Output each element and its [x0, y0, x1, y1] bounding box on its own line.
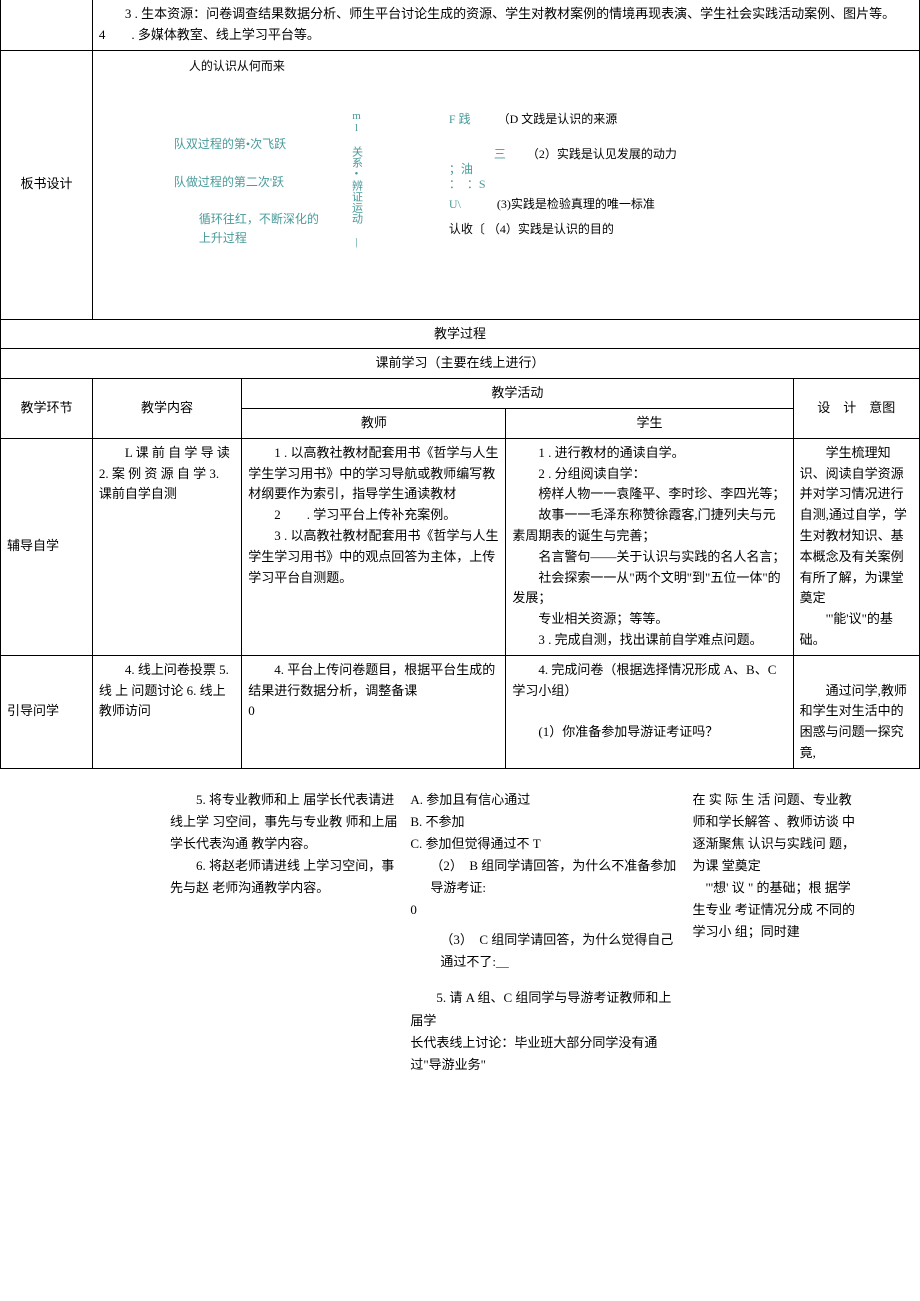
f-label: F 践	[449, 112, 471, 126]
diagram-title: 人的认识从何而来	[189, 57, 285, 76]
main-table: 3 . 生本资源：问卷调查结果数据分析、师生平台讨论生成的资源、学生对教材案例的…	[0, 0, 920, 769]
opt-a: A. 参加且有信心通过	[410, 789, 682, 811]
opt-b: B. 不参加	[410, 811, 682, 833]
guide-teacher-text: 4. 平台上传问卷题目，根据平台生成的结果进行数据分析，调整备课 0	[248, 662, 495, 719]
bottom-col-2: A. 参加且有信心通过 B. 不参加 C. 参加但觉得通过不 T （2） B 组…	[410, 789, 682, 1076]
r2: （2）实践是认见发展的动力	[527, 147, 677, 161]
board-diagram: 人的认识从何而来 队双过程的第•次飞跃 队做过程的第二次'跃 循环往红，不断深化…	[99, 55, 913, 315]
q2: （2） B 组同学请回答，为什么不准备参加导游考证:	[410, 855, 682, 899]
bottom-col-3: 在 实 际 生 活 问题、专业教 师和学长解答 、教师访谈 中逐渐聚焦 认识与实…	[693, 789, 861, 1076]
tutor-student: 1 . 进行教材的通读自学。 2 . 分组阅读自学： 榜样人物一一袁隆平、李时珍…	[506, 438, 793, 655]
table-row: 辅导自学 L 课 前 自 学 导 读 2. 案 例 资 源 自 学 3. 课前自…	[1, 438, 920, 655]
tutor-content-text: L 课 前 自 学 导 读 2. 案 例 资 源 自 学 3. 课前自学自测	[99, 443, 235, 505]
r2-sub2: ： ：S	[449, 175, 486, 194]
top-left-cell	[1, 0, 93, 50]
q3: （3） C 组同学请回答，为什么觉得自己通过不了:＿	[410, 929, 682, 973]
r1: （D 文践是认识的来源	[498, 112, 618, 126]
r2-pre: 三	[494, 147, 506, 161]
pre-class-header: 课前学习（主要在线上进行）	[1, 349, 920, 379]
tutor-content: L 课 前 自 学 导 读 2. 案 例 资 源 自 学 3. 课前自学自测	[92, 438, 241, 655]
tutor-teacher-text: 1 . 以高教社教材配套用书《哲学与人生学生学习用书》中的学习导航或教师编写教材…	[248, 445, 498, 585]
guide-intent-text: 通过问学,教师和学生对生活中的困惑与问题一探究竟,	[800, 683, 907, 760]
q5: 5. 请 A 组、C 组同学与导游考证教师和上届学 长代表线上讨论：毕业班大部分…	[410, 987, 682, 1075]
tutor-student-text: 1 . 进行教材的通读自学。 2 . 分组阅读自学： 榜样人物一一袁隆平、李时珍…	[512, 445, 785, 647]
r4: （4）实践是认识的目的	[488, 222, 614, 236]
bottom-col-1: 5. 将专业教师和上 届学长代表请进线上学 习空间，事先与专业教 师和上届学长代…	[170, 789, 400, 1076]
opt-c: C. 参加但觉得通过不 T	[410, 833, 682, 855]
table-row: 引导问学 4. 线上问卷投票 5. 线 上 问题讨论 6. 线上教师访问 4. …	[1, 655, 920, 768]
diag-r2: 三 （2）实践是认见发展的动力	[494, 145, 677, 164]
hdr-student: 学生	[506, 408, 793, 438]
guide-teacher: 4. 平台上传问卷题目，根据平台生成的结果进行数据分析，调整备课 0	[242, 655, 506, 768]
resources-cell: 3 . 生本资源：问卷调查结果数据分析、师生平台讨论生成的资源、学生对教材案例的…	[92, 0, 919, 50]
r3: (3)实践是检验真理的唯一标准	[497, 197, 655, 211]
resource-3: 3 . 生本资源：问卷调查结果数据分析、师生平台讨论生成的资源、学生对教材案例的…	[99, 4, 913, 25]
guide-student-text: 4. 完成问卷（根据选择情况形成 A、B、C 学习小组） (1）你准备参加导游证…	[512, 662, 779, 739]
diag-f: F 践 （D 文践是认识的来源	[449, 110, 617, 129]
diag-l2: 队做过程的第二次'跃	[174, 173, 284, 192]
hdr-segment: 教学环节	[1, 379, 93, 439]
tutor-teacher: 1 . 以高教社教材配套用书《哲学与人生学生学习用书》中的学习导航或教师编写教材…	[242, 438, 506, 655]
hdr-content: 教学内容	[92, 379, 241, 439]
teaching-process-header: 教学过程	[1, 319, 920, 349]
resource-4: 4 . 多媒体教室、线上学习平台等。	[99, 25, 913, 46]
guide-content-text: 4. 线上问卷投票 5. 线 上 问题讨论 6. 线上教师访问	[99, 660, 235, 722]
diag-r3: U\ (3)实践是检验真理的唯一标准	[449, 195, 655, 214]
diag-l3: 循环往红，不断深化的上升过程	[199, 210, 319, 248]
guide-intent: 通过问学,教师和学生对生活中的困惑与问题一探究竟,	[793, 655, 919, 768]
r3-pre: U\	[449, 197, 461, 211]
guide-content: 4. 线上问卷投票 5. 线 上 问题讨论 6. 线上教师访问	[92, 655, 241, 768]
board-design-label: 板书设计	[1, 50, 93, 319]
diag-vertical: ml 关系•辨证运动 |	[347, 110, 365, 248]
diag-r4: 认收〔 （4）实践是认识的目的	[449, 220, 614, 239]
guide-student: 4. 完成问卷（根据选择情况形成 A、B、C 学习小组） (1）你准备参加导游证…	[506, 655, 793, 768]
tutor-intent-text: 学生梳理知识、阅读自学资源并对学习情况进行自测,通过自学，学生对教材知识、基本概…	[800, 445, 907, 647]
hdr-intent: 设 计 意图	[793, 379, 919, 439]
zero: 0	[410, 899, 682, 921]
guide-segment: 引导问学	[1, 655, 93, 768]
board-design-cell: 人的认识从何而来 队双过程的第•次飞跃 队做过程的第二次'跃 循环往红，不断深化…	[92, 50, 919, 319]
bottom-section: 5. 将专业教师和上 届学长代表请进线上学 习空间，事先与专业教 师和上届学长代…	[0, 769, 920, 1096]
bottom-col3-text: 在 实 际 生 活 问题、专业教 师和学长解答 、教师访谈 中逐渐聚焦 认识与实…	[693, 792, 856, 940]
r4-pre: 认收〔	[449, 222, 485, 236]
hdr-teacher: 教师	[242, 408, 506, 438]
tutor-segment: 辅导自学	[1, 438, 93, 655]
tutor-intent: 学生梳理知识、阅读自学资源并对学习情况进行自测,通过自学，学生对教材知识、基本概…	[793, 438, 919, 655]
hdr-activity: 教学活动	[242, 379, 793, 409]
bottom-col1-text: 5. 将专业教师和上 届学长代表请进线上学 习空间，事先与专业教 师和上届学长代…	[170, 792, 398, 895]
diag-l1: 队双过程的第•次飞跃	[174, 135, 286, 154]
